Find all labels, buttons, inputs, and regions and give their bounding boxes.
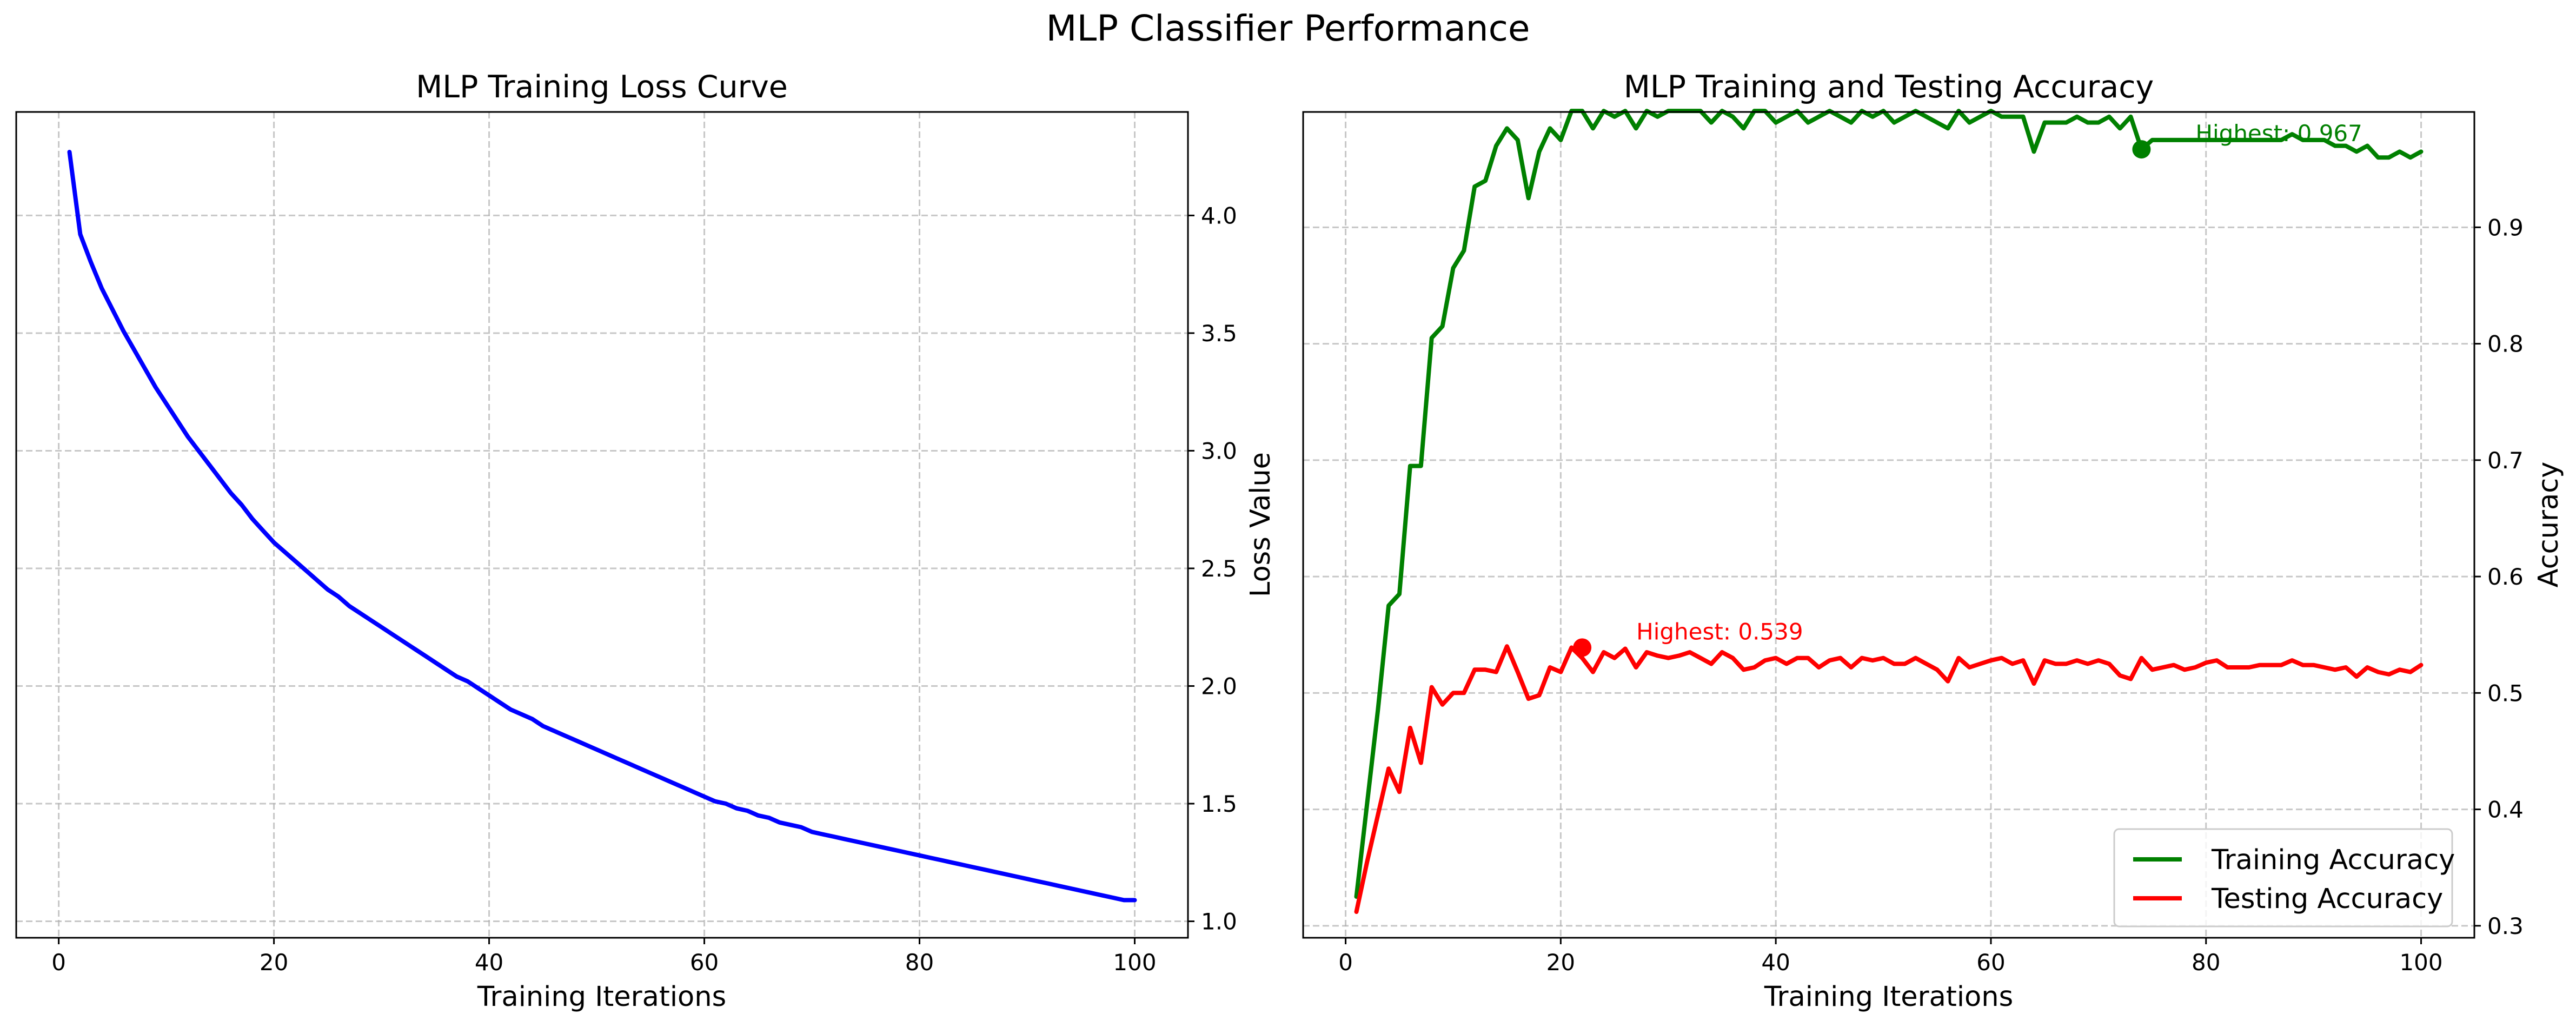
legend-label-testing: Testing Accuracy xyxy=(2211,883,2443,915)
accuracy-x-tick-label: 20 xyxy=(1546,949,1575,976)
testing-accuracy-highest-label: Highest: 0.539 xyxy=(1636,618,1803,645)
accuracy-x-tick-label: 60 xyxy=(1976,949,2005,976)
loss-y-tick-label: 3.5 xyxy=(1201,320,1237,347)
loss-x-tick-label: 60 xyxy=(690,949,719,976)
accuracy-x-tick-label: 40 xyxy=(1761,949,1790,976)
accuracy-chart-y-label: Accuracy xyxy=(2533,462,2565,588)
testing-accuracy-highest-marker xyxy=(1573,638,1592,657)
loss-y-tick-label: 2.0 xyxy=(1201,673,1237,700)
legend-box xyxy=(2113,828,2453,927)
accuracy-chart: MLP Training and Testing Accuracy Highes… xyxy=(1302,69,2565,1013)
accuracy-y-tick-label: 0.9 xyxy=(2487,214,2524,241)
loss-x-tick-label: 20 xyxy=(260,949,288,976)
loss-chart-title: MLP Training Loss Curve xyxy=(416,69,788,105)
loss-chart-frame xyxy=(15,111,1189,939)
loss-series-0-line xyxy=(67,150,1137,903)
accuracy-y-tick-label: 0.3 xyxy=(2487,913,2524,939)
loss-y-tick-label: 1.5 xyxy=(1201,791,1237,817)
training-accuracy-highest-label: Highest: 0.967 xyxy=(2195,120,2362,147)
accuracy-y-tick-label: 0.8 xyxy=(2487,331,2524,357)
accuracy-x-tick-label: 80 xyxy=(2192,949,2220,976)
loss-chart-x-label: Training Iterations xyxy=(477,981,726,1013)
accuracy-y-tick-label: 0.5 xyxy=(2487,680,2524,706)
figure-title: MLP Classifier Performance xyxy=(1046,8,1530,49)
loss-x-tick-label: 100 xyxy=(1113,949,1156,976)
legend: Training Accuracy Testing Accuracy xyxy=(2113,828,2455,927)
accuracy-y-tick-label: 0.7 xyxy=(2487,447,2524,474)
loss-chart: MLP Training Loss Curve 0 20 40 60 80 100 1.0 1… xyxy=(15,69,1277,1013)
training-accuracy-line xyxy=(1354,109,2424,899)
training-accuracy-highest-marker xyxy=(2132,140,2151,159)
accuracy-x-tick-label: 100 xyxy=(2399,949,2442,976)
testing-accuracy-line xyxy=(1354,644,2424,914)
loss-y-tick-label: 4.0 xyxy=(1201,202,1237,229)
loss-y-tick-label: 2.5 xyxy=(1201,555,1237,582)
loss-y-tick-label: 1.0 xyxy=(1201,909,1237,935)
accuracy-x-tick-label: 0 xyxy=(1338,949,1353,976)
accuracy-chart-x-label: Training Iterations xyxy=(1764,981,2013,1013)
loss-x-tick-label: 40 xyxy=(475,949,503,976)
accuracy-y-tick-label: 0.6 xyxy=(2487,564,2524,590)
accuracy-chart-frame xyxy=(1302,111,2475,939)
loss-chart-y-label: Loss Value xyxy=(1245,452,1277,597)
legend-label-training: Training Accuracy xyxy=(2211,844,2455,876)
loss-y-tick-label: 3.0 xyxy=(1201,438,1237,464)
loss-x-tick-label: 0 xyxy=(51,949,66,976)
accuracy-chart-title: MLP Training and Testing Accuracy xyxy=(1624,69,2154,105)
accuracy-y-tick-label: 0.4 xyxy=(2487,797,2524,823)
loss-x-tick-label: 80 xyxy=(905,949,934,976)
